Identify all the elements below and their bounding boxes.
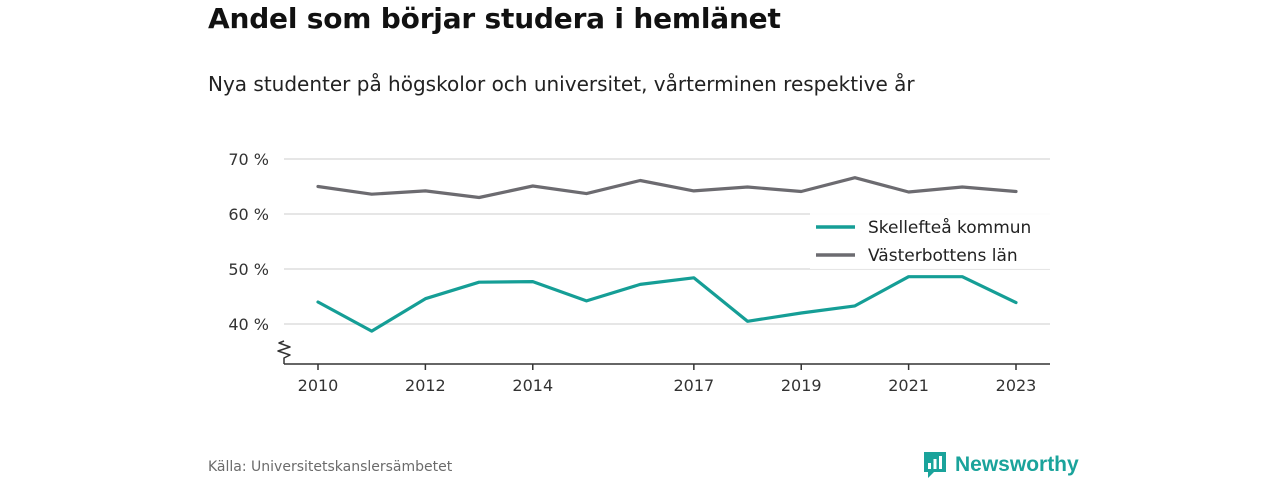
y-tick-label: 50 %	[228, 260, 269, 279]
x-tick-label: 2023	[996, 376, 1037, 395]
bar-chart-speech-bubble-icon	[924, 452, 946, 478]
x-tick-label: 2010	[298, 376, 339, 395]
y-tick-label: 70 %	[228, 150, 269, 169]
legend-label: Skellefteå kommun	[868, 217, 1031, 238]
y-tick-label: 60 %	[228, 205, 269, 224]
legend-label: Västerbottens län	[868, 246, 1018, 266]
x-tick-label: 2017	[673, 376, 714, 395]
x-axis: 2010 2012 2014 2017 2019 2021 2023	[277, 340, 1050, 395]
y-axis-ticks: 40 % 50 % 60 % 70 %	[228, 150, 269, 334]
chart-subtitle: Nya studenter på högskolor och universit…	[208, 72, 915, 96]
brand-name: Newsworthy	[955, 453, 1079, 476]
chart-title: Andel som börjar studera i hemlänet	[208, 2, 781, 35]
legend: Skellefteå kommun Västerbottens län	[810, 213, 1050, 269]
x-tick-label: 2012	[405, 376, 446, 395]
series-line-2	[316, 176, 1018, 200]
x-tick-label: 2014	[512, 376, 553, 395]
source-note: Källa: Universitetskanslersämbetet	[208, 459, 453, 475]
y-axis-break-mark	[277, 340, 291, 364]
y-tick-label: 40 %	[228, 315, 269, 334]
brand-logo: Newsworthy	[922, 450, 1079, 480]
series-lines	[316, 176, 1018, 333]
x-tick-label: 2021	[888, 376, 929, 395]
x-tick-label: 2019	[781, 376, 822, 395]
legend-background	[810, 213, 1050, 269]
series-line-1	[316, 275, 1018, 333]
